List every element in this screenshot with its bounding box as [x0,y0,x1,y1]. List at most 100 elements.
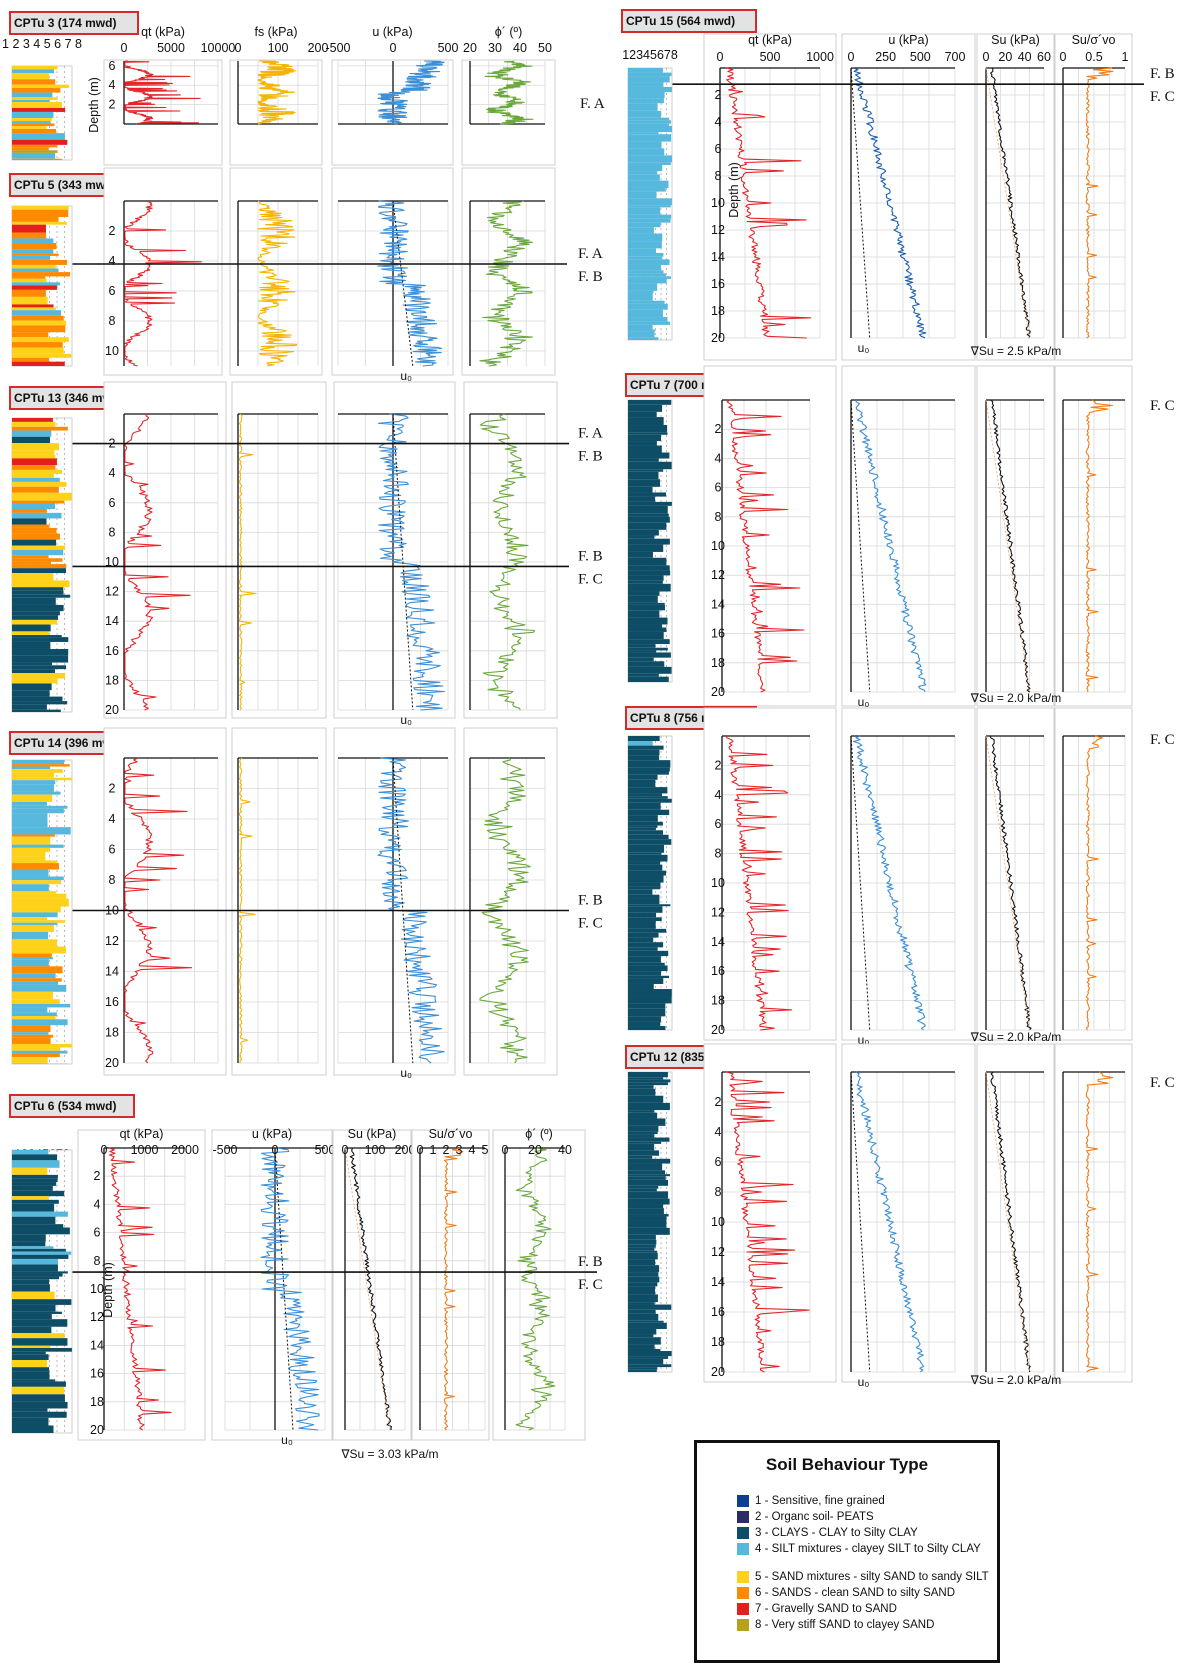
facies-label: F. C [1150,89,1175,105]
sbt-layer [628,767,670,772]
sbt-layer [12,1053,60,1058]
u0-label: u₀ [400,369,412,383]
depth-tick-label: 18 [711,304,725,318]
sbt-layer [12,206,69,210]
sbt-layer [12,1025,51,1033]
sbt-layer [628,583,671,592]
profile-title: CPTu 13 (346 mwd) [14,391,123,405]
panel-tick-label: 500 [315,1143,336,1157]
depth-tick-label: 16 [711,1305,725,1319]
sbt-layer [12,819,48,828]
sbt-layer [628,148,665,156]
sbt-layer [12,353,72,358]
sbt-layer [12,221,67,225]
sbt-layer [628,103,658,111]
panel-frame [333,381,456,719]
sbt-layer [628,1220,667,1228]
sbt-layer [628,650,657,653]
panel-frame [976,365,1055,707]
u-trace [852,735,926,1031]
sbt-layer [12,278,47,283]
sbt-layer [12,678,58,684]
sbt-layer [628,1244,656,1248]
sbt-layer [628,551,653,558]
sbt-layer [12,648,69,656]
sbt-layer [628,1259,656,1266]
sbt-layer [12,924,54,932]
sbt-layer [12,1299,72,1305]
sbt-layer [628,793,663,797]
depth-tick-label: 4 [715,788,722,802]
sbt-layer [12,102,62,108]
sbt-layer [12,1394,65,1402]
depth-tick-label: 20 [105,1056,119,1070]
sbt-layer [628,256,663,260]
sbt-layer [12,443,60,451]
sbt-layer [628,830,663,835]
sbt-layer [628,155,672,163]
sbt-layer [12,272,71,277]
sbt-layer [628,595,658,603]
panel-frame [1054,365,1133,707]
sbt-layer [12,1333,65,1339]
depth-tick-label: 6 [109,59,116,73]
panel-tick-label: 20 [463,41,477,55]
profile-title-box [9,11,139,35]
sbt-layer [12,524,50,528]
sbt-layer [12,594,71,598]
sbt-layer [628,904,671,907]
sbt-layer [628,1170,666,1175]
panel-tick-label: 10000 [201,41,236,55]
sbt-layer [12,1326,52,1334]
sbt-layer [628,425,668,433]
sbt-layer [12,1016,56,1020]
panel-tick-label: 0 [502,1143,509,1157]
depth-tick-label: 2 [109,782,116,796]
sbt-layer [628,1309,656,1314]
depth-tick-label: 10 [90,1282,104,1296]
sbt-layer [12,242,57,250]
depth-tick-label: 20 [711,685,725,699]
panel-tick-label: 2 [443,1143,450,1157]
sbt-layer [628,932,659,938]
sbt-layer [12,1211,68,1217]
sbt-layer [628,248,656,253]
sbt-layer [12,545,65,550]
sbt-layer [628,996,672,1004]
sbt-layer [12,1190,65,1197]
depth-tick-label: 16 [90,1367,104,1381]
sbt-layer [628,309,663,318]
facies-label: F. C [578,571,603,587]
sbt-layer [628,1344,655,1349]
sbt-layer [12,981,59,985]
sbt-layer [12,92,53,98]
depth-tick-label: 8 [94,1254,101,1268]
sbt-layer [628,947,658,951]
legend-label: 1 - Sensitive, fine grained [755,1495,885,1507]
sbt-layer [12,939,57,947]
depth-tick-label: 2 [715,88,722,102]
legend-label: 5 - SAND mixtures - silty SAND to sandy … [755,1571,989,1583]
sbt-layer [12,665,67,670]
sbt-layer [12,139,68,145]
depth-tick-label: 6 [94,1226,101,1240]
sbt-log [11,205,73,367]
sbt-layer [628,1072,668,1078]
su-gradient-label: ∇Su = 2.5 kPa/m [970,344,1061,358]
sbt-layer [12,777,72,781]
sbt-layer [628,1364,672,1368]
sbt-layer [12,784,55,792]
phi-trace [484,60,534,125]
sbt-layer [628,164,663,172]
sbt-layer [628,1125,659,1132]
depth-axis-title: Depth (m) [87,77,101,133]
panel-tick-label: 100 [268,41,289,55]
profile-title: CPTu 3 (174 mwd) [14,16,116,30]
depth-tick-label: 12 [105,585,119,599]
sbt-layer [12,282,61,286]
panel-tick-label: -500 [325,41,350,55]
depth-tick-label: 4 [109,812,116,826]
sbt-layer [628,839,672,845]
sbt-layer [628,557,667,566]
